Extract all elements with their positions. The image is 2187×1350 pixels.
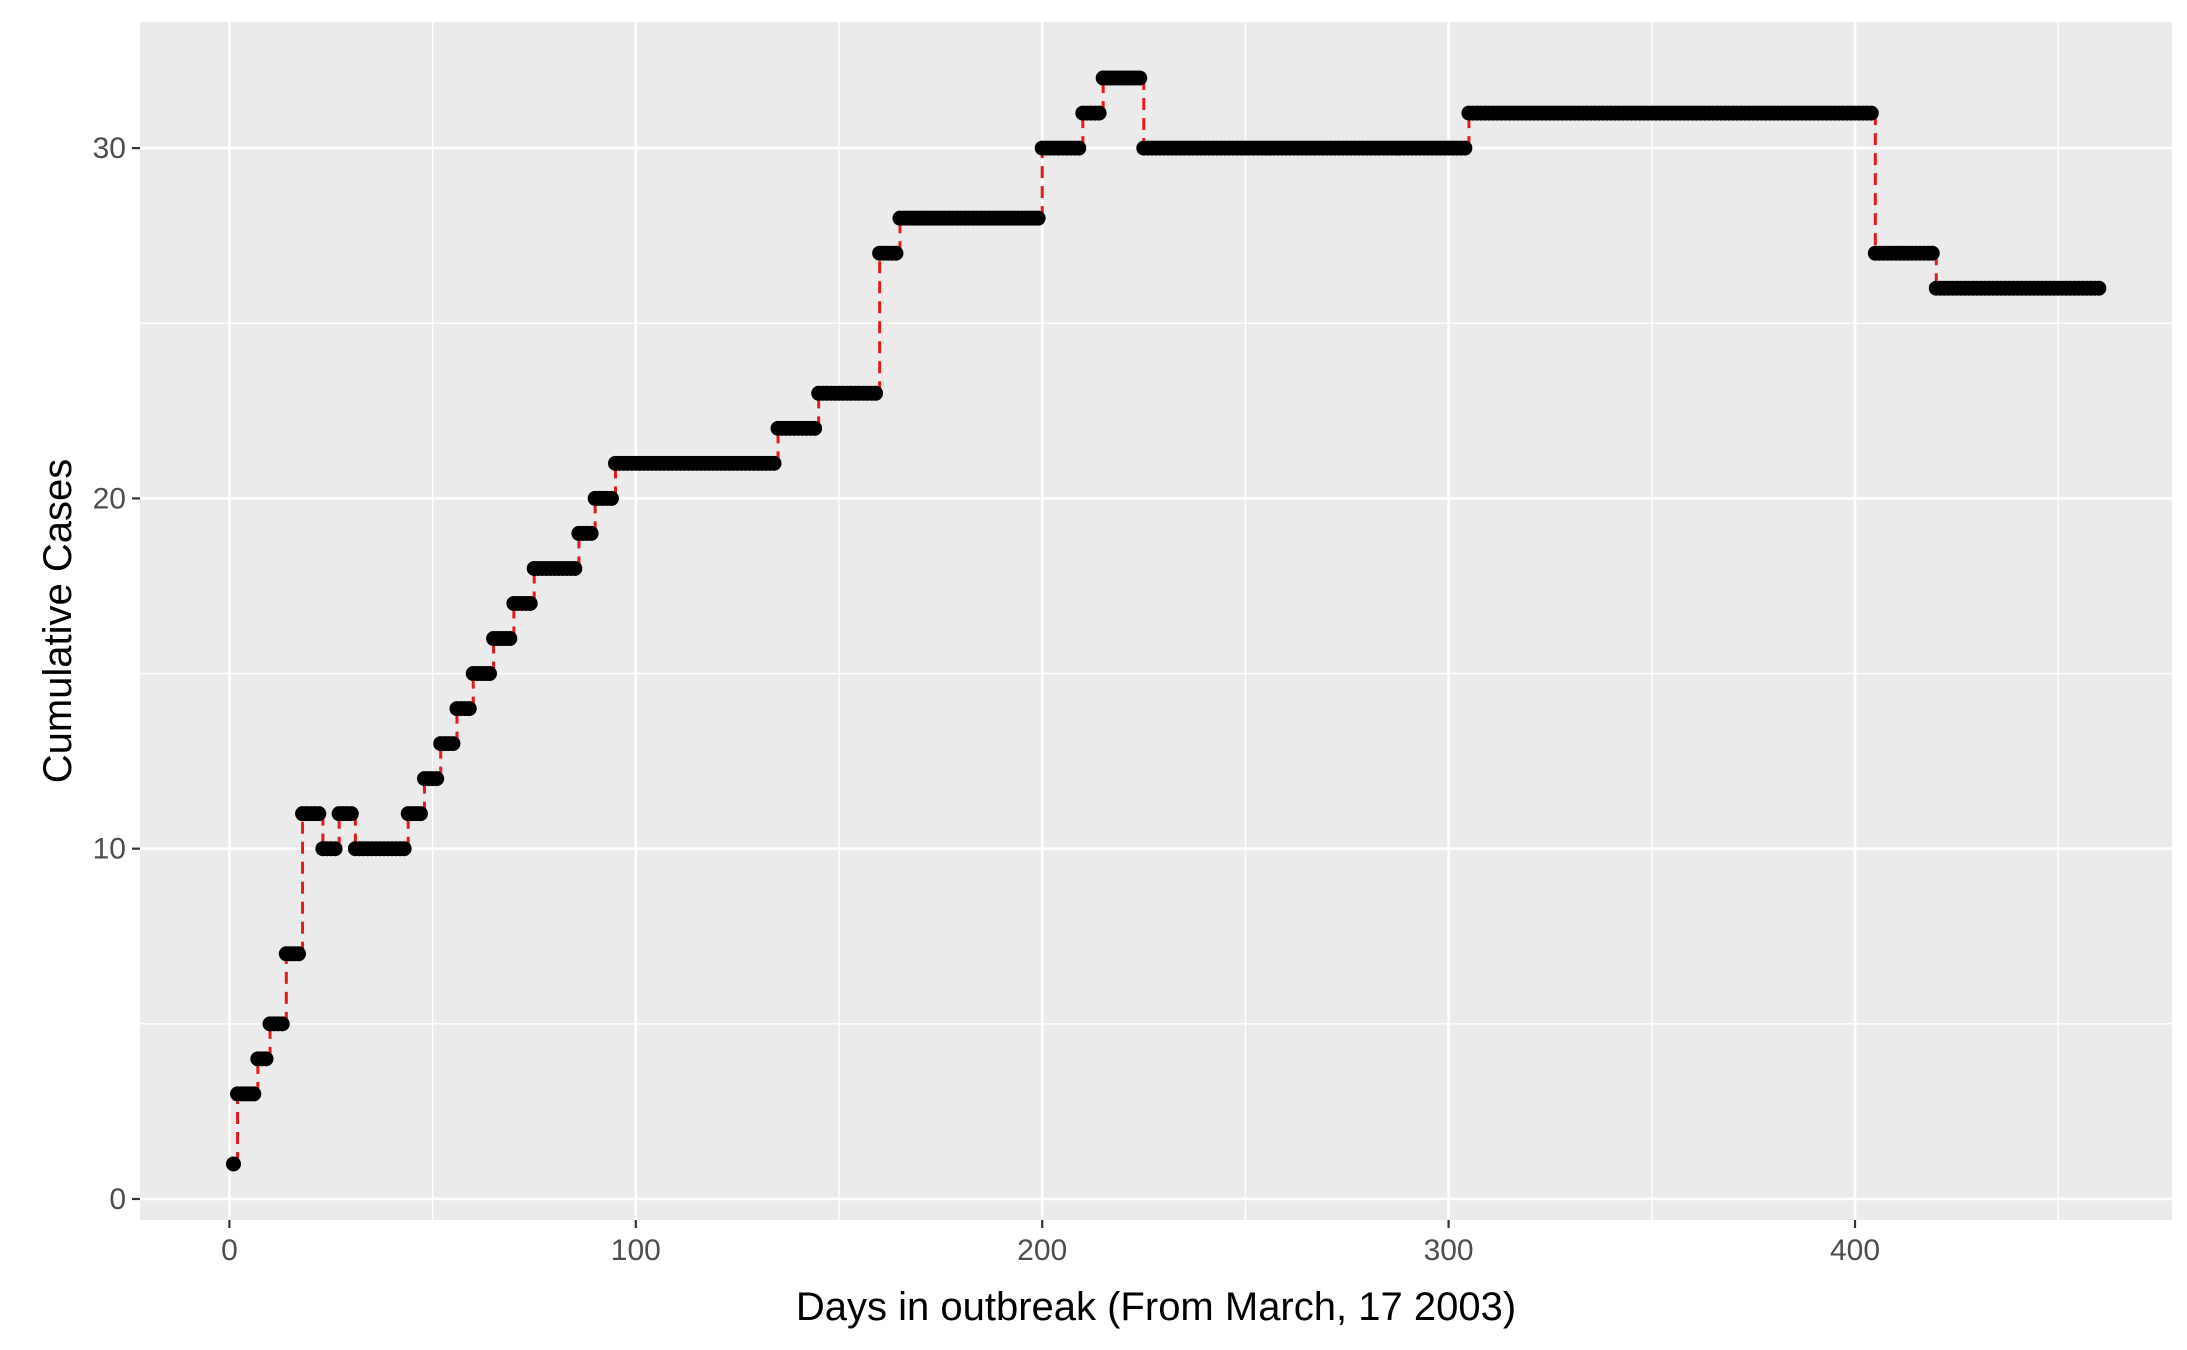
data-point bbox=[603, 490, 619, 506]
data-point bbox=[311, 806, 327, 822]
x-tick-label: 100 bbox=[611, 1234, 661, 1267]
y-axis-tick-labels: 0 10 20 30 bbox=[93, 132, 126, 1216]
data-point bbox=[583, 525, 599, 541]
y-tick-label: 0 bbox=[109, 1183, 126, 1216]
data-point bbox=[225, 1156, 241, 1172]
data-point bbox=[1091, 105, 1107, 121]
data-point bbox=[461, 701, 477, 717]
y-tick-label: 30 bbox=[93, 132, 126, 165]
data-point bbox=[343, 806, 359, 822]
data-point bbox=[1132, 70, 1148, 86]
data-point bbox=[807, 420, 823, 436]
data-point bbox=[246, 1086, 262, 1102]
data-point bbox=[567, 560, 583, 576]
data-point bbox=[396, 841, 412, 857]
data-point bbox=[2091, 280, 2107, 296]
x-axis-tick-labels: 0 100 200 300 400 bbox=[221, 1234, 1880, 1267]
data-point bbox=[274, 1016, 290, 1032]
y-axis-title: Cumulative Cases bbox=[36, 459, 80, 784]
data-point bbox=[1863, 105, 1879, 121]
data-points bbox=[225, 70, 2107, 1172]
x-tick-label: 400 bbox=[1830, 1234, 1880, 1267]
x-tick-label: 300 bbox=[1424, 1234, 1474, 1267]
x-tick-label: 200 bbox=[1017, 1234, 1067, 1267]
x-axis-title: Days in outbreak (From March, 17 2003) bbox=[796, 1285, 1516, 1329]
data-point bbox=[502, 631, 518, 647]
data-point bbox=[258, 1051, 274, 1067]
data-point bbox=[412, 806, 428, 822]
data-point bbox=[429, 771, 445, 787]
data-point bbox=[445, 736, 461, 752]
plot-panel bbox=[140, 22, 2172, 1220]
data-point bbox=[327, 841, 343, 857]
data-point bbox=[868, 385, 884, 401]
data-point bbox=[522, 595, 538, 611]
data-point bbox=[766, 455, 782, 471]
data-point bbox=[290, 946, 306, 962]
data-point bbox=[1030, 210, 1046, 226]
y-tick-label: 20 bbox=[93, 482, 126, 515]
data-point bbox=[888, 245, 904, 261]
data-point bbox=[482, 666, 498, 682]
data-point bbox=[1071, 140, 1087, 156]
x-tick-label: 0 bbox=[221, 1234, 238, 1267]
axis-ticks bbox=[132, 147, 1857, 1228]
y-tick-label: 10 bbox=[93, 833, 126, 866]
data-point bbox=[1457, 140, 1473, 156]
data-point bbox=[1924, 245, 1940, 261]
